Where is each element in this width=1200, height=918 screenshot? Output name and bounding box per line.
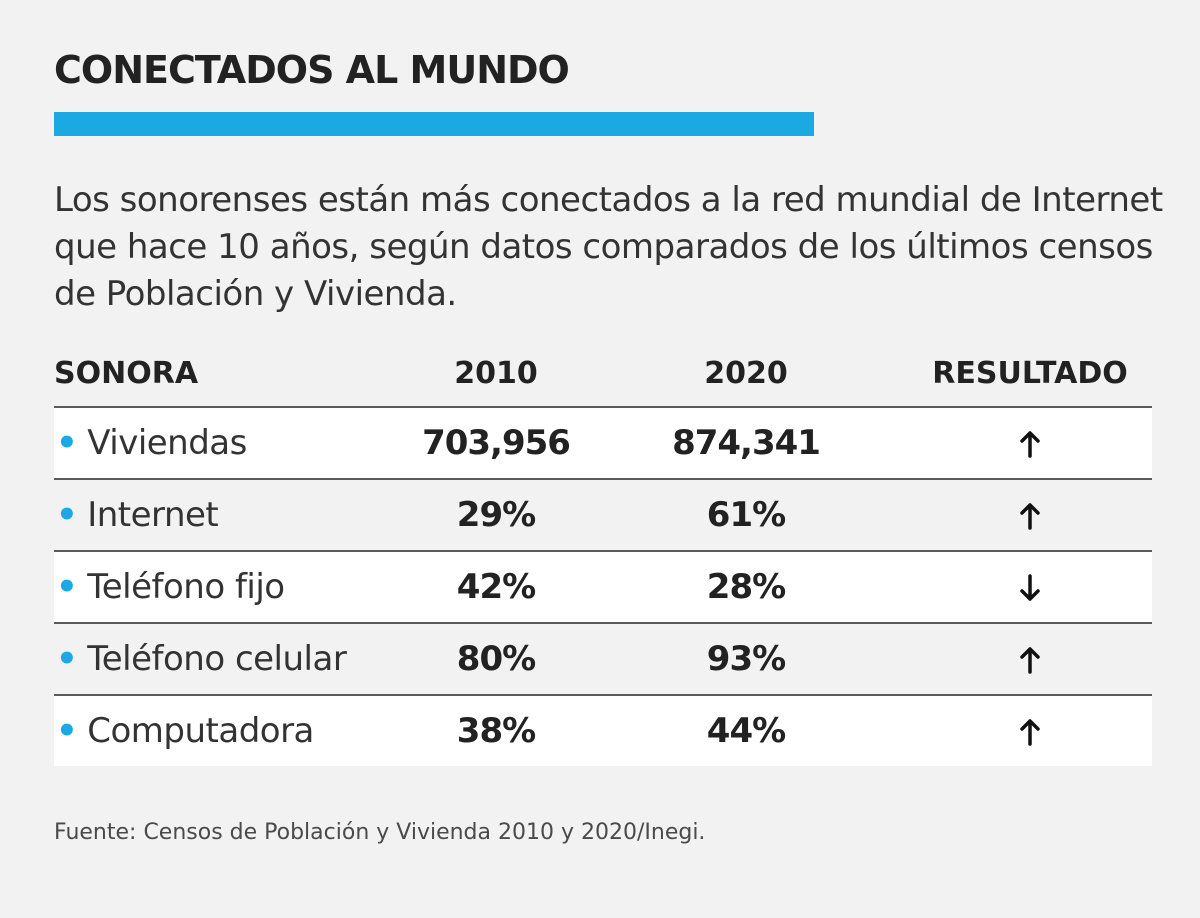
row-label: • Computadora [54,696,314,766]
result-cell [934,408,1126,478]
arrow-up-icon [1020,430,1040,458]
value-2010: 42% [456,567,536,607]
source-note: Fuente: Censos de Población y Vivienda 2… [54,820,706,845]
row-label: • Teléfono fijo [54,552,285,622]
table-row: • Teléfono celular 80% 93% [54,624,1152,696]
bullet-icon: • [56,567,78,607]
chart-subtitle: Los sonorenses están más conectados a la… [54,180,1163,314]
arrow-up-icon [1020,502,1040,530]
bullet-icon: • [56,711,78,751]
bullet-icon: • [56,639,78,679]
value-2020: 61% [706,495,786,535]
table-row: • Teléfono fijo 42% 28% [54,552,1152,624]
value-2010: 80% [456,639,536,679]
value-2020: 93% [706,639,786,679]
value-2010: 29% [456,495,536,535]
value-2010: 38% [456,711,536,751]
table-row: • Viviendas 703,956 874,341 [54,408,1152,480]
result-cell [934,552,1126,622]
title-accent-bar [54,112,814,136]
result-cell [934,696,1126,766]
row-label: • Internet [54,480,219,550]
column-header-2010: 2010 [454,356,538,391]
result-cell [934,480,1126,550]
chart-title: CONECTADOS AL MUNDO [54,48,570,92]
result-cell [934,624,1126,694]
row-label: • Viviendas [54,408,247,478]
bullet-icon: • [56,423,78,463]
column-header-2020: 2020 [704,356,788,391]
data-table: SONORA 2010 2020 RESULTADO • Viviendas 703… [54,350,1152,766]
arrow-down-icon [1020,573,1040,601]
arrow-up-icon [1020,646,1040,674]
row-label-text: Computadora [87,711,314,751]
table-row: • Internet 29% 61% [54,480,1152,552]
row-label-text: Teléfono celular [87,639,347,679]
value-2020: 874,341 [672,423,821,463]
table-row: • Computadora 38% 44% [54,696,1152,766]
arrow-up-icon [1020,718,1040,746]
table-body: • Viviendas 703,956 874,341 • Internet 29% 61% •… [54,408,1152,766]
value-2020: 44% [706,711,786,751]
value-2020: 28% [706,567,786,607]
row-label-text: Teléfono fijo [87,567,285,607]
column-header-region: SONORA [54,356,199,391]
bullet-icon: • [56,495,78,535]
table-header: SONORA 2010 2020 RESULTADO [54,350,1152,408]
row-label-text: Internet [87,495,219,535]
row-label: • Teléfono celular [54,624,347,694]
column-header-result: RESULTADO [932,356,1128,391]
value-2010: 703,956 [422,423,571,463]
row-label-text: Viviendas [87,423,247,463]
